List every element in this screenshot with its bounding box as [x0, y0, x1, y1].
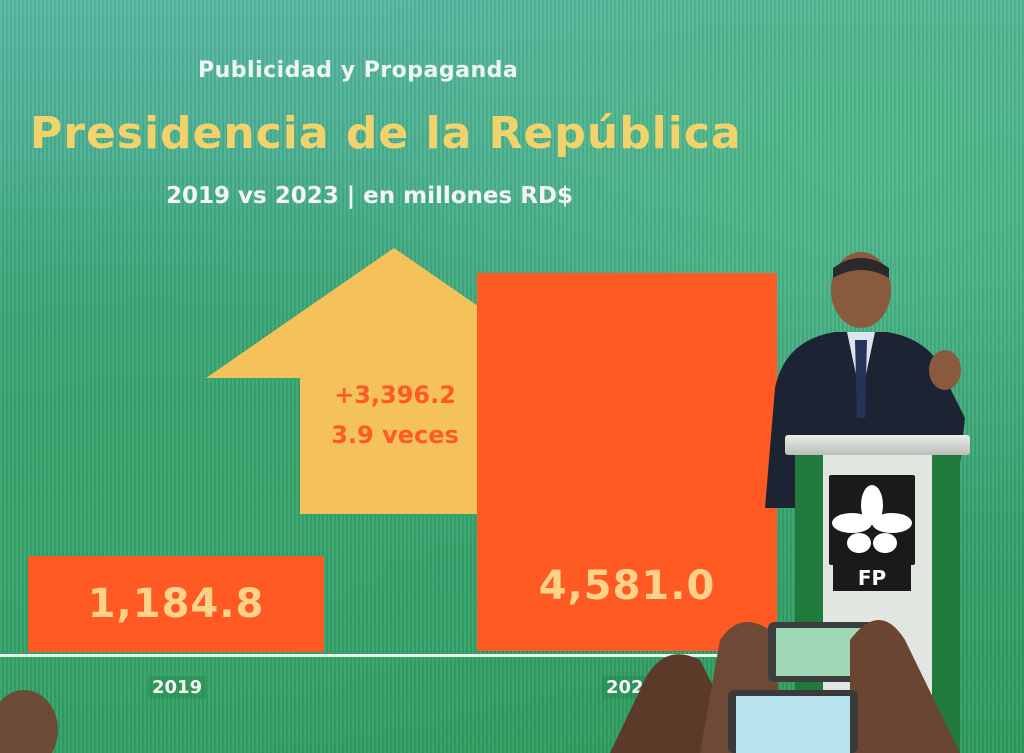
- podium: FP: [785, 435, 970, 753]
- category-label-2019: 2019: [148, 676, 207, 699]
- increase-value: +3,396.2: [334, 381, 456, 409]
- flower-logo-icon: [829, 475, 915, 565]
- slide-subtitle-top: Publicidad y Propaganda: [198, 58, 519, 83]
- bar-value-2019: 1,184.8: [87, 581, 265, 627]
- bar-value-2023: 4,581.0: [538, 563, 716, 609]
- multiplier-value: 3.9 veces: [331, 421, 459, 449]
- bar-2019: 1,184.8: [28, 556, 324, 652]
- podium-top: [785, 435, 970, 455]
- category-label-2023: 2023: [602, 676, 661, 699]
- slide-title: Presidencia de la República: [30, 108, 742, 159]
- bar-2023: 4,581.0: [477, 273, 777, 651]
- increase-annotation: +3,396.2 3.9 veces: [300, 375, 490, 455]
- slide-subtitle: 2019 vs 2023 | en millones RD$: [166, 183, 574, 209]
- podium-logo-text: FP: [833, 565, 911, 591]
- x-axis-line: [0, 654, 780, 657]
